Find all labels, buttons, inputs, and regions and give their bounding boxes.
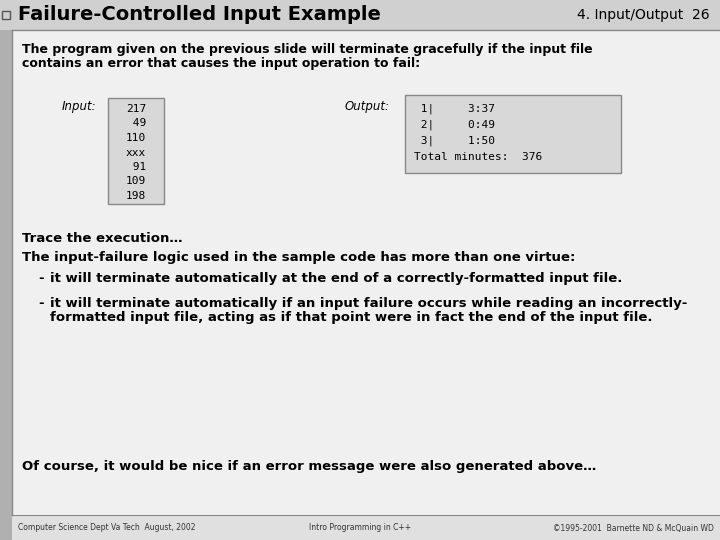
Text: Computer Science Dept Va Tech  August, 2002: Computer Science Dept Va Tech August, 20… — [18, 523, 196, 532]
Text: -: - — [38, 297, 44, 310]
FancyBboxPatch shape — [2, 11, 10, 19]
Text: formatted input file, acting as if that point were in fact the end of the input : formatted input file, acting as if that … — [50, 311, 652, 324]
Text: 49: 49 — [126, 118, 146, 129]
Text: 3|     1:50: 3| 1:50 — [414, 136, 495, 146]
Text: 217: 217 — [126, 104, 146, 114]
Text: ©1995-2001  Barnette ND & McQuain WD: ©1995-2001 Barnette ND & McQuain WD — [553, 523, 714, 532]
Text: Failure-Controlled Input Example: Failure-Controlled Input Example — [18, 5, 381, 24]
Text: -: - — [38, 272, 44, 285]
Text: The program given on the previous slide will terminate gracefully if the input f: The program given on the previous slide … — [22, 43, 593, 56]
Text: 109: 109 — [126, 177, 146, 186]
FancyBboxPatch shape — [108, 98, 164, 204]
Text: Trace the execution…: Trace the execution… — [22, 232, 182, 245]
Text: 198: 198 — [126, 191, 146, 201]
Text: 2|     0:49: 2| 0:49 — [414, 120, 495, 131]
Text: xxx: xxx — [126, 147, 146, 158]
Text: Total minutes:  376: Total minutes: 376 — [414, 152, 542, 162]
FancyBboxPatch shape — [0, 0, 720, 30]
Text: 110: 110 — [126, 133, 146, 143]
Text: 91: 91 — [126, 162, 146, 172]
FancyBboxPatch shape — [12, 515, 720, 540]
Text: Input:: Input: — [62, 100, 96, 113]
Text: contains an error that causes the input operation to fail:: contains an error that causes the input … — [22, 57, 420, 70]
FancyBboxPatch shape — [12, 31, 720, 515]
Text: Intro Programming in C++: Intro Programming in C++ — [309, 523, 411, 532]
FancyBboxPatch shape — [405, 95, 621, 173]
Text: 1|     3:37: 1| 3:37 — [414, 104, 495, 114]
Text: it will terminate automatically if an input failure occurs while reading an inco: it will terminate automatically if an in… — [50, 297, 688, 310]
Text: 4. Input/Output  26: 4. Input/Output 26 — [577, 8, 710, 22]
Text: it will terminate automatically at the end of a correctly-formatted input file.: it will terminate automatically at the e… — [50, 272, 622, 285]
FancyBboxPatch shape — [0, 0, 12, 540]
Text: Of course, it would be nice if an error message were also generated above…: Of course, it would be nice if an error … — [22, 460, 596, 473]
Text: Output:: Output: — [345, 100, 390, 113]
Text: The input-failure logic used in the sample code has more than one virtue:: The input-failure logic used in the samp… — [22, 251, 575, 264]
